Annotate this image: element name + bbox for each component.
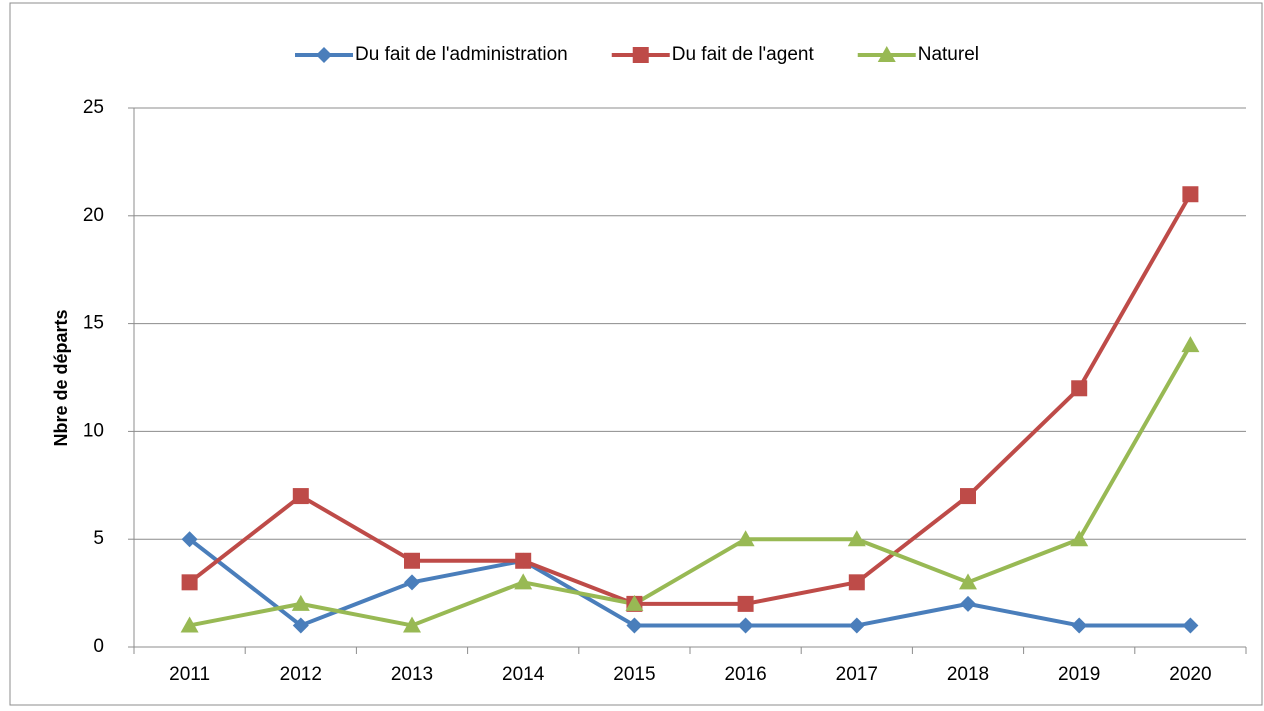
y-tick-label: 25 — [83, 97, 104, 118]
marker — [404, 552, 420, 569]
legend-label: Du fait de l'agent — [672, 44, 815, 65]
x-tick-label: 2013 — [391, 664, 433, 685]
legend-label: Naturel — [918, 44, 979, 65]
marker — [1070, 530, 1089, 547]
marker — [847, 530, 866, 547]
series-line — [189, 344, 1193, 628]
x-tick-label: 2016 — [724, 664, 766, 685]
marker — [737, 617, 754, 634]
x-tick-label: 2014 — [502, 664, 545, 685]
y-tick-label: 0 — [93, 636, 104, 657]
marker — [514, 573, 533, 590]
marker — [625, 594, 644, 611]
marker — [960, 595, 976, 612]
marker — [515, 552, 532, 569]
series-line — [188, 537, 1191, 628]
y-axis-label: Nbre de départs — [51, 309, 71, 446]
x-tick-label: 2017 — [836, 664, 878, 685]
marker — [1071, 380, 1088, 397]
x-tick-label: 2020 — [1169, 664, 1211, 685]
x-tick-label: 2015 — [613, 664, 655, 685]
marker — [960, 488, 976, 505]
legend-label: Du fait de l'administration — [355, 44, 568, 65]
x-tick-label: 2011 — [169, 664, 210, 685]
marker — [403, 616, 421, 633]
marker — [181, 531, 198, 548]
legend-marker — [877, 46, 896, 62]
marker — [848, 574, 865, 591]
series-line — [188, 193, 1193, 606]
marker — [736, 530, 755, 547]
x-tick-label: 2012 — [280, 664, 322, 685]
x-tick-label: 2018 — [947, 664, 989, 685]
y-tick-label: 20 — [83, 205, 104, 226]
marker — [1181, 336, 1200, 353]
marker — [959, 573, 977, 590]
marker — [292, 488, 309, 505]
marker — [1182, 186, 1199, 203]
legend-marker — [316, 47, 333, 63]
marker — [626, 617, 643, 634]
legend-marker — [632, 47, 649, 63]
marker — [291, 594, 310, 611]
marker — [181, 574, 198, 591]
marker — [737, 595, 754, 612]
marker — [404, 574, 420, 591]
marker — [1071, 617, 1088, 634]
y-tick-label: 15 — [83, 313, 104, 334]
y-tick-label: 5 — [93, 528, 104, 549]
y-tick-label: 10 — [83, 420, 104, 441]
marker — [848, 617, 865, 634]
marker — [180, 616, 199, 633]
marker — [292, 617, 309, 634]
marker — [1182, 617, 1199, 634]
x-tick-label: 2019 — [1058, 664, 1100, 685]
chart-border — [9, 2, 1263, 706]
